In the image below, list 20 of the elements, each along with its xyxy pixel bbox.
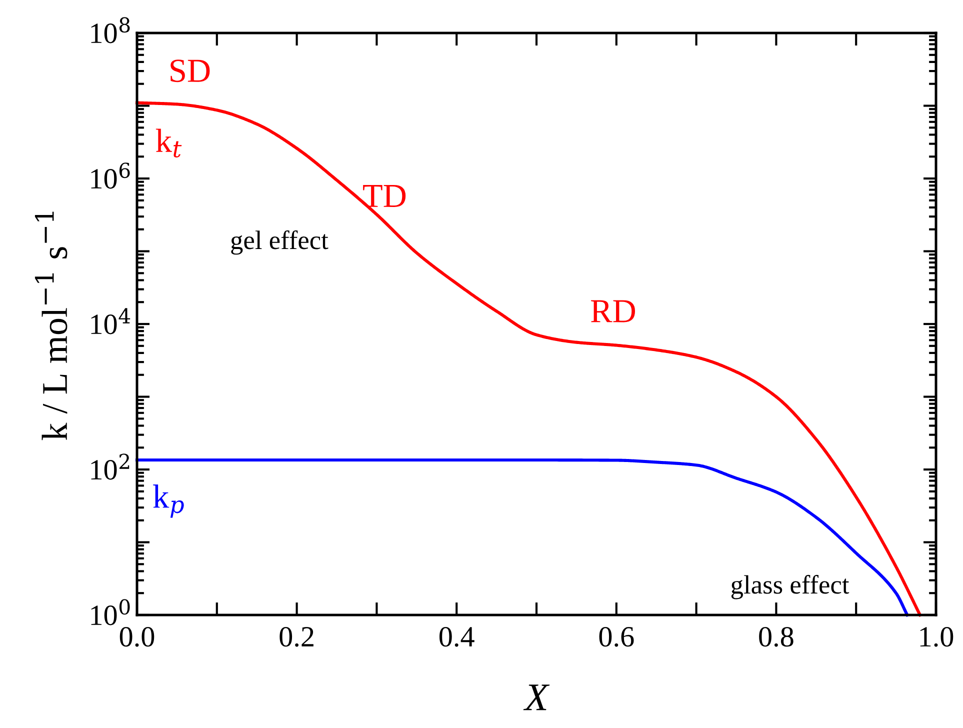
- annotation: RD: [591, 300, 636, 322]
- x-tick-label: 0.6: [599, 626, 634, 647]
- y-tick-label: 10$^{8}$: [91, 17, 130, 44]
- x-tick-label: 0.2: [280, 626, 314, 647]
- series-label: k$_{t}$: [156, 128, 182, 158]
- y-tick-label: 10$^{0}$: [91, 599, 130, 626]
- annotation: gel effect: [231, 230, 328, 255]
- x-tick-label: 1.0: [920, 626, 954, 647]
- x-axis-title: X: [523, 684, 550, 710]
- x-tick-label: 0.0: [120, 626, 154, 647]
- annotation: TD: [363, 185, 406, 207]
- annotation: SD: [170, 60, 210, 82]
- y-axis-title: k / L mol$^{−1}$ s$^{−1}$: [34, 212, 68, 440]
- y-tick-label: 10$^{4}$: [91, 308, 130, 334]
- y-tick-label: 10$^{2}$: [91, 454, 130, 480]
- series-label: k$_{p}$: [153, 484, 184, 518]
- annotation: glass effect: [731, 574, 850, 600]
- y-tick-label: 10$^{6}$: [91, 162, 130, 189]
- x-tick-label: 0.8: [759, 626, 794, 647]
- x-tick-label: 0.4: [439, 626, 474, 647]
